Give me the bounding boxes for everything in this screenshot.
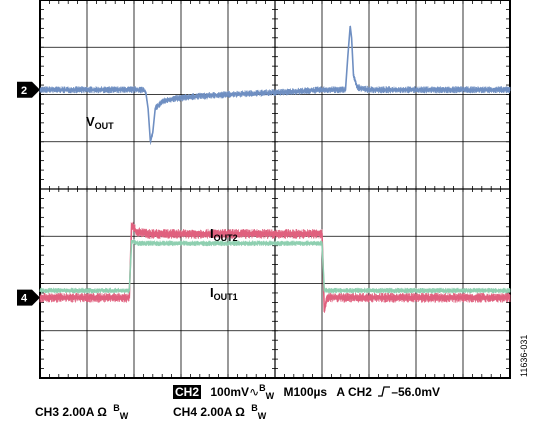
trace-line	[40, 25, 510, 142]
graticule-ticks	[39, 0, 511, 379]
trace-vout	[39, 25, 511, 145]
label-iout2: IOUT2	[210, 226, 238, 243]
status-line-1: CH2 100mV∿BW M100µs A CH2 –56.0mV	[173, 383, 441, 401]
ch4-bw-w: W	[257, 411, 267, 421]
rising-edge-icon	[377, 385, 391, 399]
channel-marker-4: 4	[17, 289, 40, 306]
label-vout: VOUT	[86, 114, 114, 131]
ch2-badge: CH2	[173, 385, 202, 399]
bw-limit-b: B	[259, 383, 266, 393]
status-line-2-ch4: CH4 2.00A Ω BW	[173, 403, 267, 421]
status-line-2-ch3: CH3 2.00A Ω BW	[35, 403, 129, 421]
ch3-bw-b: B	[113, 403, 120, 413]
marker-arrow	[17, 289, 40, 306]
label-iout1: IOUT1	[210, 285, 238, 302]
ch3-settings: CH3 2.00A Ω	[35, 405, 107, 419]
bw-limit-w: W	[265, 391, 275, 401]
figure-id: 11636-031	[519, 334, 529, 377]
marker-label: 2	[21, 85, 27, 97]
ch4-settings: CH4 2.00A Ω	[173, 405, 245, 419]
timebase: M100µs	[283, 385, 328, 399]
trace-iout1	[39, 239, 511, 294]
ch4-bw-b: B	[251, 403, 258, 413]
trigger-level: –56.0mV	[391, 385, 441, 399]
channel-marker-2: 2	[17, 81, 40, 98]
marker-label: 4	[21, 293, 28, 305]
ac-coupling-icon: ∿	[249, 385, 260, 399]
marker-arrow	[17, 81, 40, 98]
trigger-source: A CH2	[336, 385, 372, 399]
ch2-settings: 100mV	[210, 385, 250, 399]
traces	[39, 25, 511, 313]
trace-line	[40, 239, 510, 292]
channel-markers: 24	[17, 81, 40, 306]
ch3-bw-w: W	[119, 411, 129, 421]
trace-labels: VOUT IOUT2 IOUT1	[86, 114, 238, 302]
